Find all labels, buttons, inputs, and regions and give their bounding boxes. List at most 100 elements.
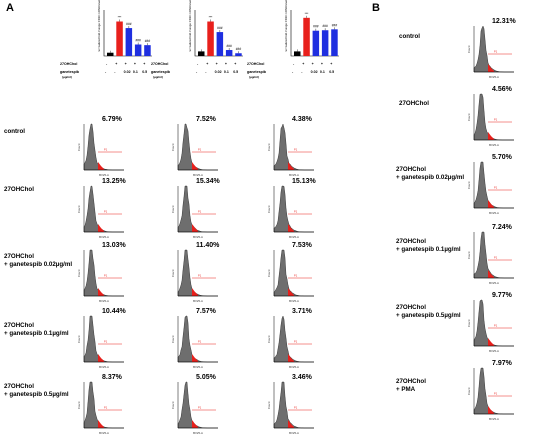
sig-mark: ### (236, 47, 242, 51)
cond-chol-cell: + (320, 62, 323, 66)
percentage-label: 13.25% (102, 178, 126, 185)
histogram-b-5: P1 Count BV25-A (466, 362, 514, 421)
count-label: Count (171, 143, 175, 151)
sig-mark: *** (209, 16, 213, 20)
row-label-b1: 27OHChol (399, 100, 429, 107)
gate-label: P1 (198, 148, 202, 152)
row-label-a2: 27OHChol + ganetespib 0.02µg/ml (4, 253, 73, 268)
bar--/- (198, 51, 205, 56)
histogram-axes (83, 316, 124, 363)
percentage-label: 3.71% (292, 308, 312, 315)
row-label-b2: 27OHChol + ganetespib 0.02µg/ml (396, 166, 465, 181)
bar-+/0.02 (216, 32, 224, 56)
gate-fill (488, 406, 494, 414)
cond-chol-cell: - (197, 62, 199, 66)
histogram-a-3-2: P1 Count BV25-A (266, 310, 314, 369)
gate-fill (488, 200, 494, 208)
histogram-fill (273, 123, 314, 171)
histogram-fill (177, 381, 218, 429)
bar-+/0.1 (321, 30, 329, 56)
xaxis-label: BV25-A (99, 299, 109, 303)
cond-drug-cell: - (301, 70, 303, 74)
cond-chol-cell: + (311, 62, 314, 66)
percentage-label: 4.38% (292, 116, 312, 123)
histogram-a-3-0: P1 Count BV25-A (76, 310, 124, 369)
percentage-label: 9.77% (492, 292, 512, 299)
percentage-label: 7.57% (196, 308, 216, 315)
histogram-axes (177, 124, 218, 171)
histogram-axes (177, 186, 218, 233)
cond-drug-cell: - (105, 70, 107, 74)
xaxis-label: BV25-A (489, 75, 499, 79)
histogram-axes (473, 300, 514, 347)
percentage-label: 7.53% (292, 242, 312, 249)
histogram-b-3: P1 Count BV25-A (466, 226, 514, 285)
histogram-fill (177, 123, 218, 171)
histogram-fill (473, 231, 514, 279)
count-label: Count (467, 45, 471, 53)
xaxis-label: BV25-A (99, 235, 109, 239)
bar--/- (107, 52, 114, 56)
cond-chol-cell: + (330, 62, 333, 66)
bar-+/0.5 (331, 29, 338, 56)
bar-+/0.1 (225, 50, 233, 56)
sig-mark: ### (145, 39, 151, 43)
gate-label: P1 (104, 340, 108, 344)
percentage-label: 15.13% (292, 178, 316, 185)
percentage-label: 10.44% (102, 308, 126, 315)
cond-label-drug: ganetespib (247, 70, 266, 74)
count-label: Count (77, 205, 81, 213)
cond-drug-cell: 0.1 (223, 70, 229, 74)
gate-label: P1 (494, 256, 498, 260)
histogram-axes (177, 316, 218, 363)
count-label: Count (77, 401, 81, 409)
count-label: Count (77, 269, 81, 277)
histogram-axes (273, 382, 314, 429)
cond-drug-cell: 0.5 (142, 70, 148, 74)
row-label-b0: control (399, 33, 420, 40)
gate-fill (488, 338, 494, 346)
gate-fill (288, 224, 294, 232)
cond-chol-cell: - (106, 62, 108, 66)
gate-fill (288, 420, 294, 428)
histogram-a-4-1: P1 Count BV25-A (170, 376, 218, 435)
sig-mark: ### (226, 44, 232, 48)
sig-mark: ### (135, 39, 141, 43)
cond-drug-cell: 0.02 (214, 70, 222, 74)
percentage-label: 13.03% (102, 242, 126, 249)
gate-fill (288, 288, 294, 296)
gate-fill (98, 354, 104, 362)
histogram-axes (473, 94, 514, 141)
gate-fill (192, 420, 198, 428)
xaxis-label: BV25-A (193, 299, 203, 303)
gate-fill (488, 132, 494, 140)
bar-+/0.5 (144, 45, 151, 56)
histogram-b-2: P1 Count BV25-A (466, 156, 514, 215)
gate-label: P1 (198, 274, 202, 278)
cond-label-unit: (µg/ml) (249, 75, 259, 79)
cond-label-drug: ganetespib (151, 70, 170, 74)
gate-label: P1 (294, 274, 298, 278)
percentage-label: 11.40% (196, 242, 220, 249)
gate-fill (192, 162, 198, 170)
bar-chart-1: *** ### ### ### normalized fold change CD36 … (187, 0, 243, 82)
histogram-axes (273, 250, 314, 297)
bar-y-label: normalized fold change CD36 mRNA levels (284, 0, 288, 52)
cond-drug-cell: - (205, 70, 207, 74)
xaxis-label: BV25-A (489, 143, 499, 147)
percentage-label: 15.34% (196, 178, 220, 185)
gate-label: P1 (198, 406, 202, 410)
gate-label: P1 (294, 406, 298, 410)
panel-a-letter: A (6, 2, 14, 14)
row-label-a4: 27OHChol + ganetespib 0.5µg/ml (4, 383, 69, 398)
sig-mark: *** (305, 12, 309, 16)
percentage-label: 7.52% (196, 116, 216, 123)
bar-+/0.02 (125, 28, 133, 56)
